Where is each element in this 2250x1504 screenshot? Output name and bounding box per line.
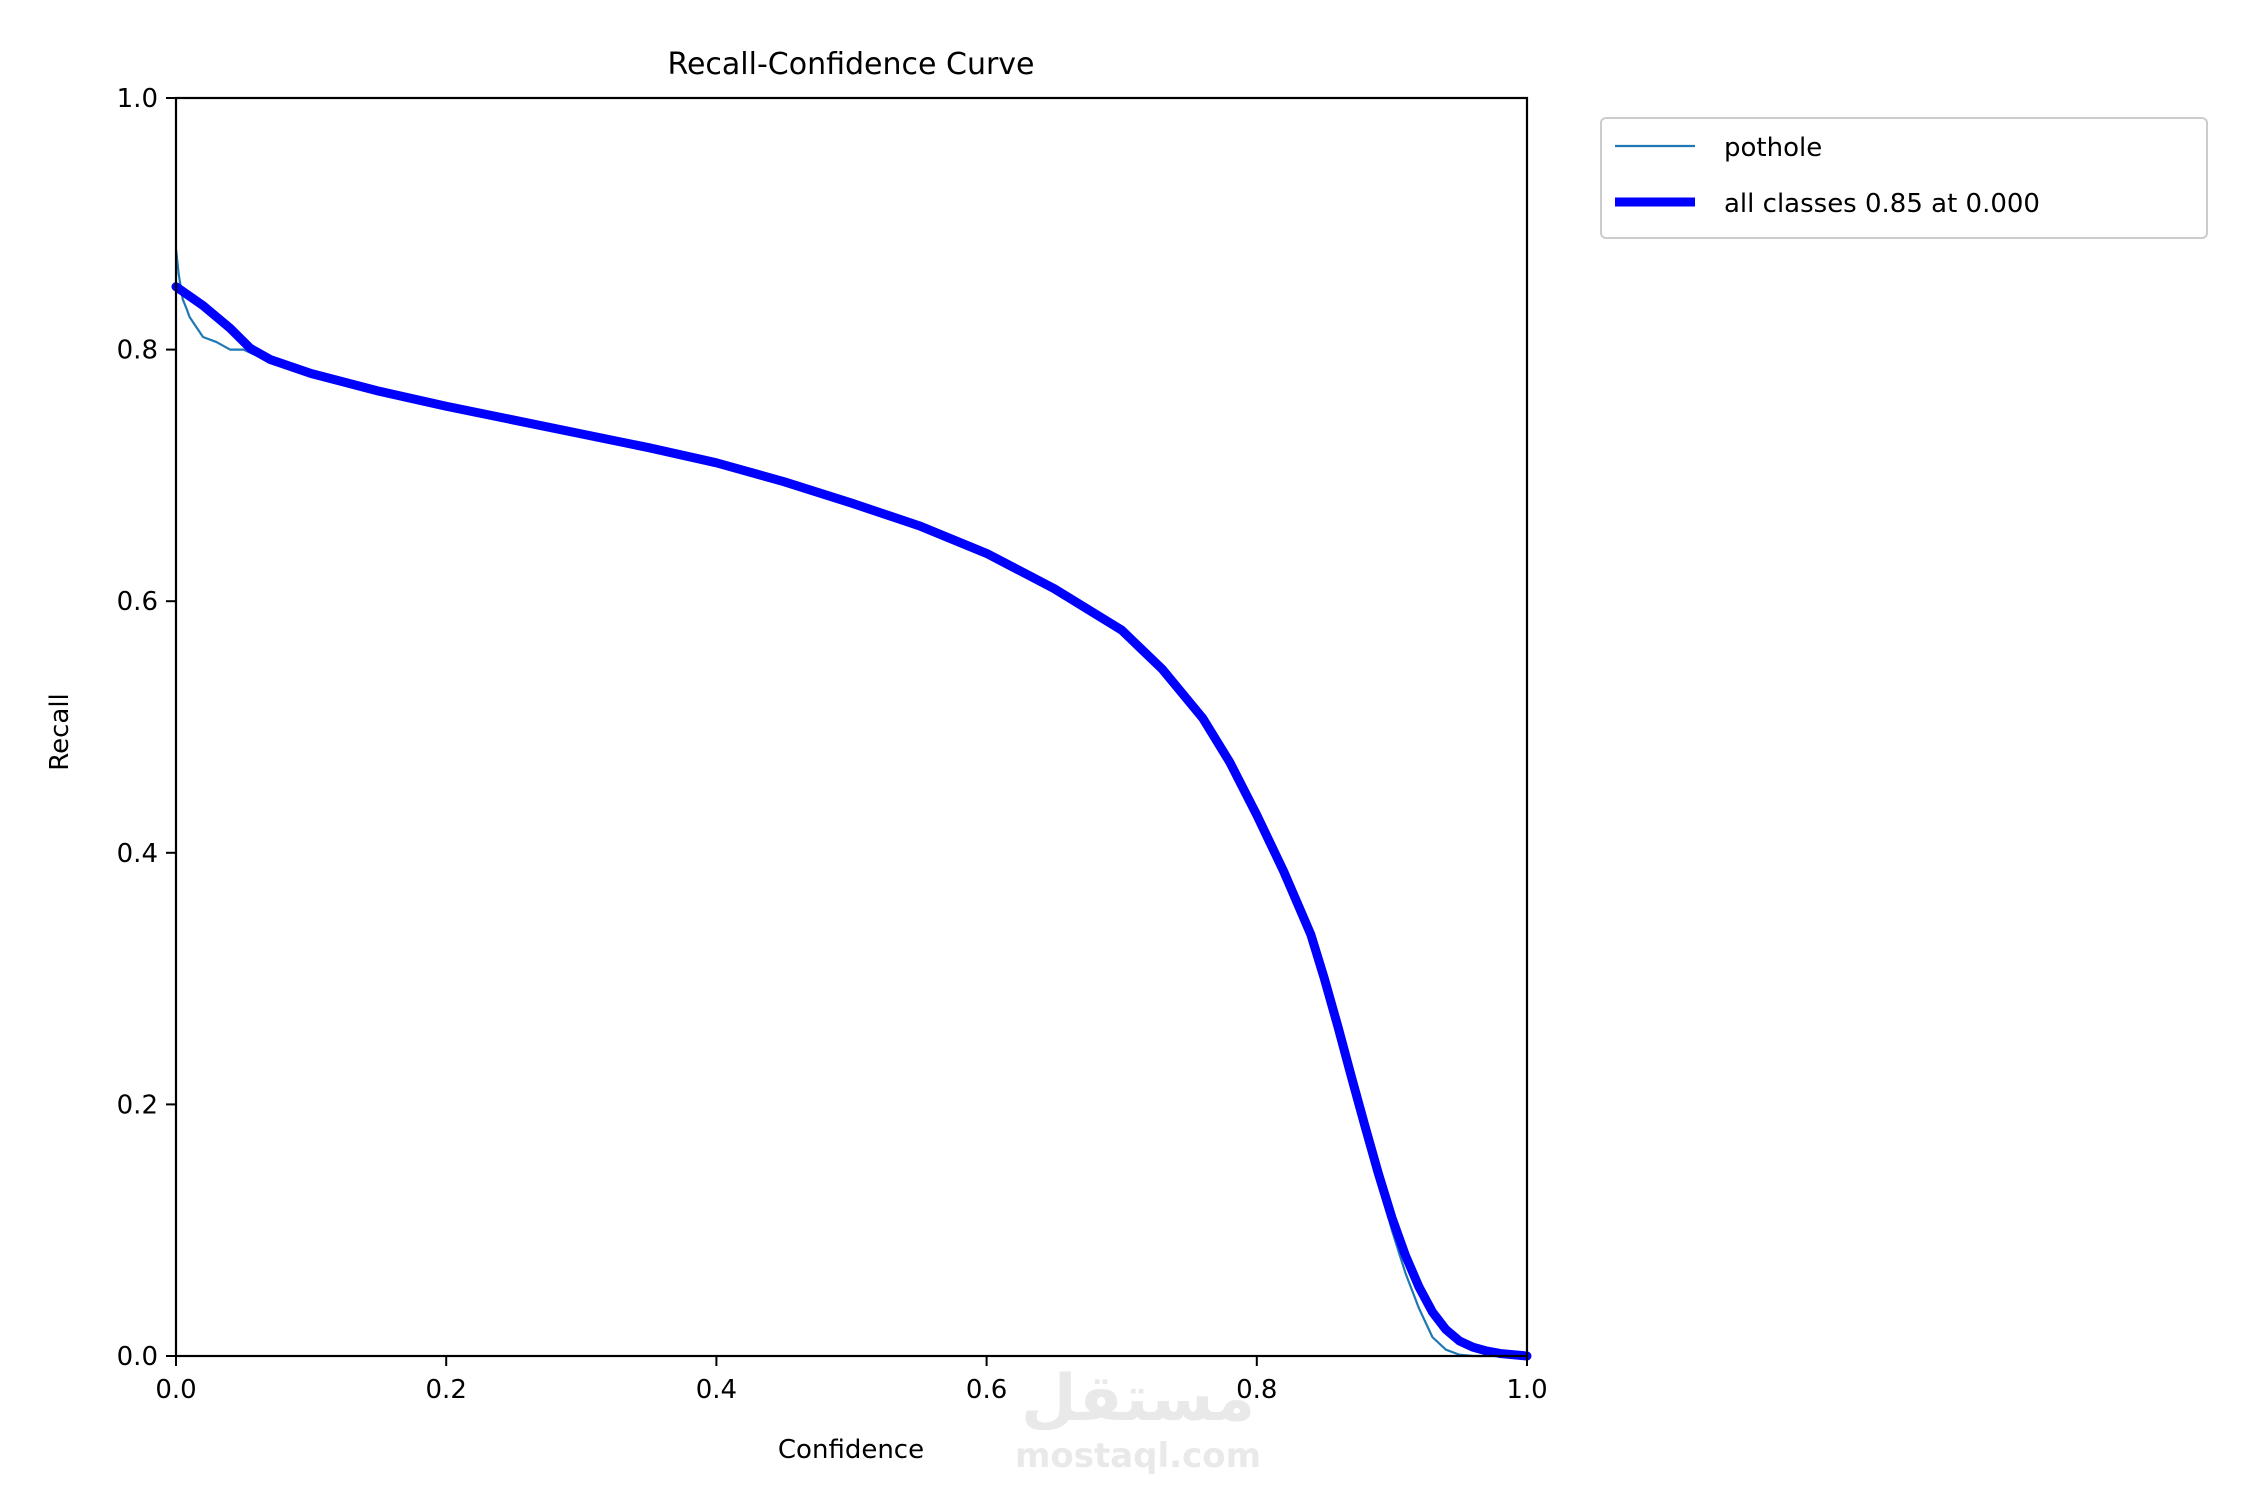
x-tick-label: 0.4 — [696, 1375, 737, 1405]
y-axis-label: Recall — [45, 693, 75, 771]
chart-title: Recall-Confidence Curve — [667, 47, 1034, 82]
watermark-latin: mostaql.com — [1015, 1436, 1261, 1476]
y-tick-label: 0.6 — [117, 587, 158, 617]
watermark-arabic: مستقل — [1021, 1362, 1255, 1436]
y-tick-label: 1.0 — [117, 84, 158, 114]
x-tick-label: 0.0 — [155, 1375, 196, 1405]
legend-label-pothole: pothole — [1724, 133, 1822, 163]
watermark: مستقل mostaql.com — [1015, 1362, 1261, 1476]
x-tick-label: 0.2 — [426, 1375, 467, 1405]
x-tick-label: 0.8 — [1236, 1375, 1277, 1405]
y-tick-label: 0.0 — [117, 1342, 158, 1372]
y-axis: 0.0 0.2 0.4 0.6 0.8 1.0 — [117, 84, 176, 1372]
x-tick-label: 0.6 — [966, 1375, 1007, 1405]
y-tick-label: 0.2 — [117, 1090, 158, 1120]
y-tick-label: 0.8 — [117, 336, 158, 366]
series-line-pothole — [174, 247, 1529, 1358]
legend-label-all-classes: all classes 0.85 at 0.000 — [1724, 189, 2040, 219]
x-tick-label: 1.0 — [1506, 1375, 1547, 1405]
legend: pothole all classes 0.85 at 0.000 — [1600, 117, 2208, 239]
legend-frame — [1600, 117, 2208, 239]
y-tick-label: 0.4 — [117, 839, 158, 869]
x-axis: 0.0 0.2 0.4 0.6 0.8 1.0 — [155, 1356, 1548, 1405]
series-line-all-classes — [171, 282, 1532, 1361]
plot-frame — [174, 96, 1529, 1358]
x-axis-label: Confidence — [778, 1435, 924, 1465]
series-layer — [171, 247, 1532, 1361]
